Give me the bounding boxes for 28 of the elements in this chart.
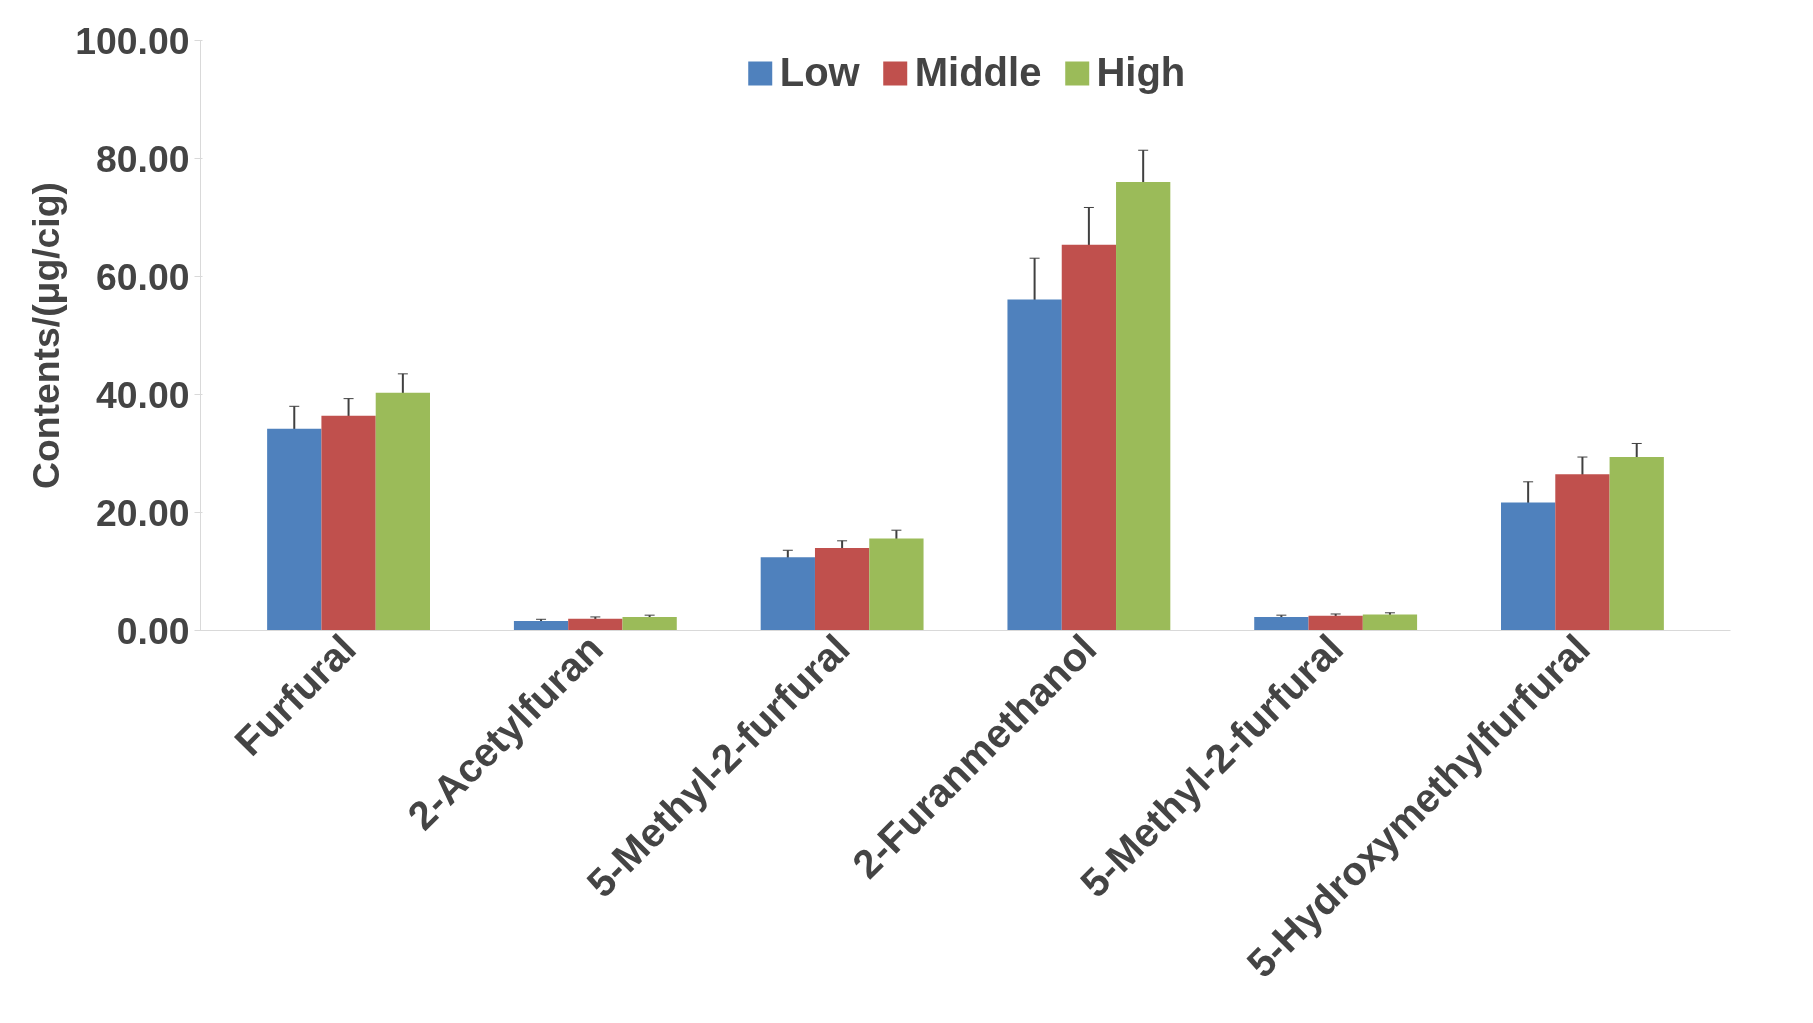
bar [1308, 615, 1363, 631]
bar [267, 428, 322, 631]
bar [1362, 614, 1418, 631]
y-tick-label: 100.00 [75, 19, 190, 62]
bar [1501, 502, 1556, 631]
bar [568, 618, 623, 631]
bar [1061, 244, 1117, 631]
bar [1254, 616, 1309, 631]
y-tick-label: 0.00 [116, 609, 190, 652]
bar [1116, 182, 1171, 631]
bar [375, 392, 430, 631]
bar [513, 621, 569, 631]
y-tick-label: 60.00 [96, 255, 190, 298]
bar [622, 616, 677, 631]
legend-label: High [1096, 50, 1186, 95]
y-tick-label: 80.00 [96, 137, 190, 180]
bar [1007, 299, 1062, 631]
bar [321, 415, 376, 631]
legend-label: Middle [914, 50, 1042, 95]
y-tick-label: 40.00 [96, 373, 190, 416]
y-axis-title: Contents/(μg/cig) [25, 182, 68, 489]
bar [814, 547, 870, 631]
bar [760, 557, 815, 631]
bar [1609, 457, 1664, 631]
legend-label: Low [779, 50, 860, 95]
bar [1555, 474, 1610, 631]
bar [869, 538, 924, 631]
y-tick-label: 20.00 [96, 491, 190, 534]
